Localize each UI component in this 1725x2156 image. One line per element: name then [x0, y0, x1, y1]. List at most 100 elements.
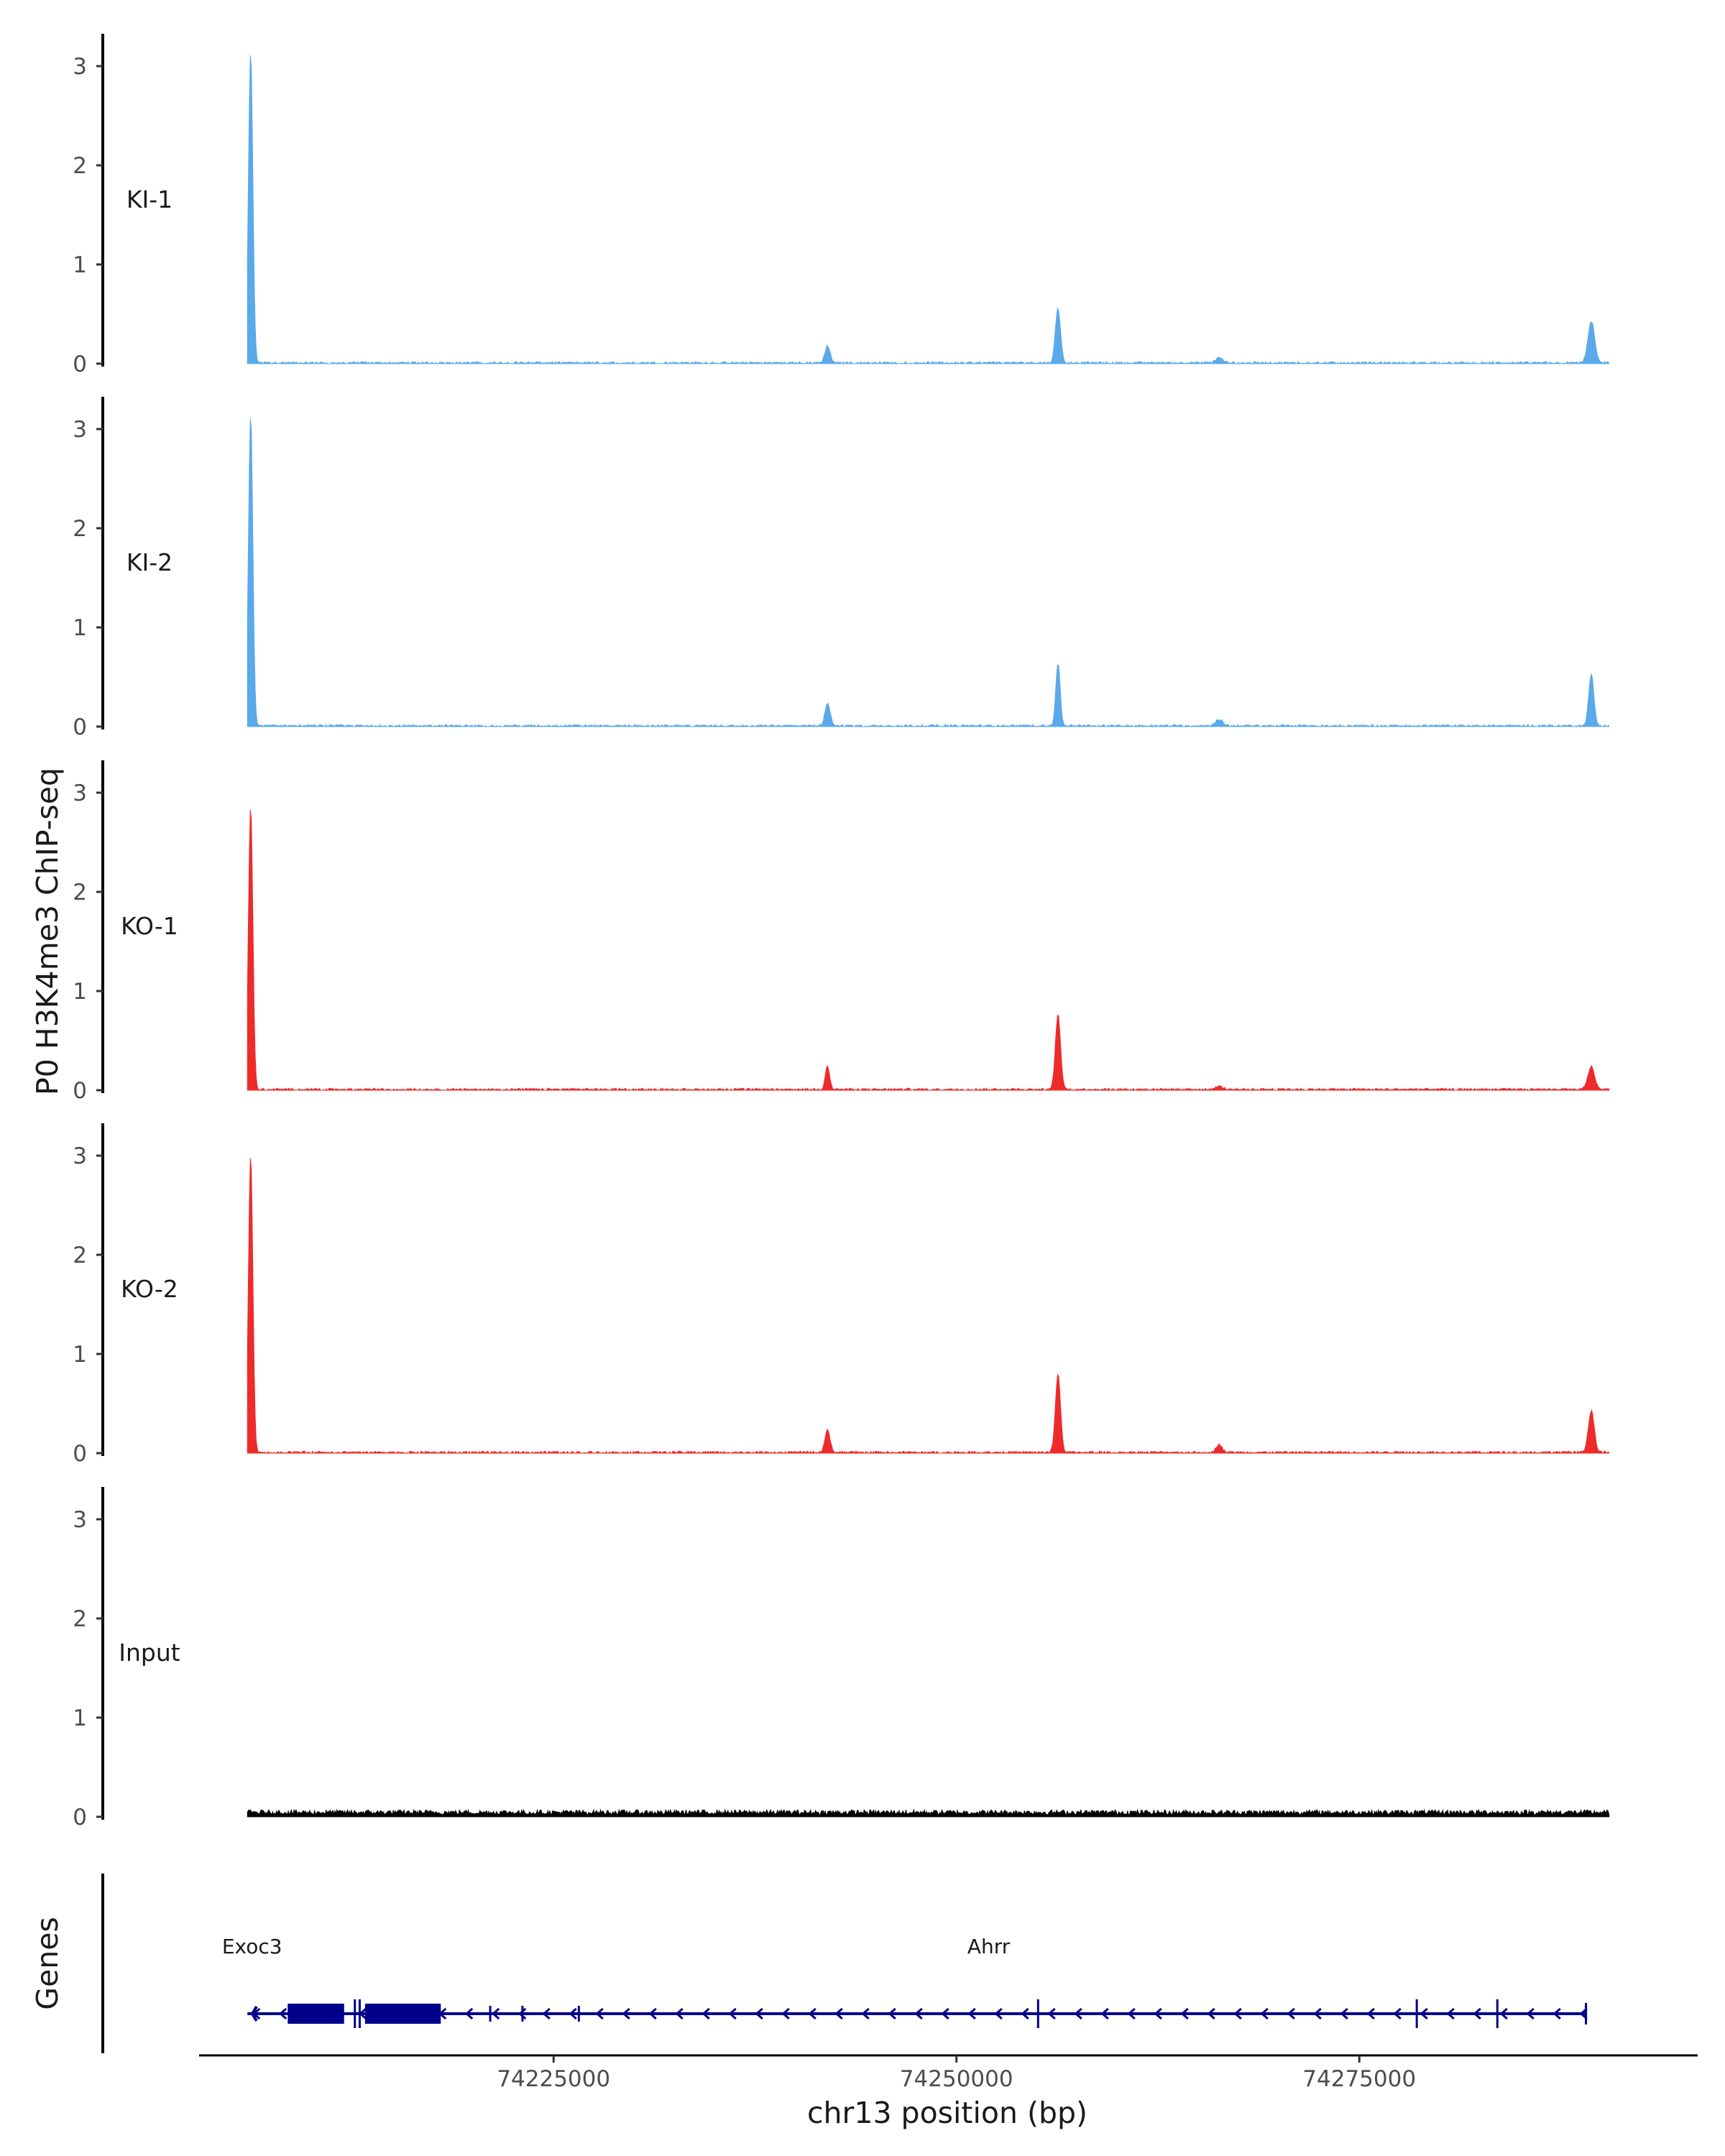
strand-arrow — [1473, 2007, 1481, 2020]
strand-arrow — [1260, 2007, 1269, 2020]
strand-arrow — [1180, 2007, 1189, 2020]
strand-arrow — [542, 2007, 551, 2020]
strand-arrow — [675, 2007, 684, 2020]
strand-arrow — [569, 2007, 577, 2020]
coverage-area-ko-1 — [247, 809, 1610, 1092]
track-ki-1: 0 1 2 3 KI-1 — [73, 34, 1610, 377]
y-tick-label: 2 — [73, 1606, 87, 1632]
gene-exon — [364, 2004, 441, 2024]
strand-arrow — [1552, 2007, 1561, 2020]
y-tick-label: 3 — [73, 780, 87, 806]
strand-arrow — [702, 2007, 710, 2020]
x-axis-ticks: 74225000 74250000 74275000 — [497, 2055, 1416, 2092]
strand-arrow — [1127, 2007, 1136, 2020]
strand-arrow — [464, 2007, 474, 2020]
y-tick-label: 0 — [73, 1805, 87, 1830]
strand-arrow — [1420, 2007, 1428, 2020]
gene-exon — [577, 2006, 580, 2022]
strand-arrow — [914, 2007, 923, 2020]
strand-arrow — [622, 2007, 630, 2020]
track-label-ko-1: KO-1 — [121, 912, 178, 940]
strand-arrow — [1154, 2007, 1162, 2020]
track-ki-2: 0 1 2 3 KI-2 — [73, 397, 1610, 740]
strand-arrow — [1393, 2007, 1402, 2020]
strand-arrow — [1100, 2007, 1109, 2020]
strand-arrow — [1526, 2007, 1535, 2020]
strand-arrow — [491, 2007, 500, 2020]
y-tick-label: 0 — [73, 1441, 87, 1467]
strand-arrow — [941, 2007, 949, 2020]
strand-arrow — [1340, 2007, 1348, 2020]
track-input: 0 1 2 3 Input — [73, 1487, 1610, 1830]
strand-arrow — [1287, 2007, 1295, 2020]
track-label-ki-2: KI-2 — [126, 548, 172, 576]
x-axis-title: chr13 position (bp) — [807, 2096, 1087, 2130]
y-tick-label: 2 — [73, 153, 87, 179]
y-tick-label: 3 — [73, 417, 87, 443]
y-tick-label: 1 — [73, 615, 87, 641]
y-tick-label: 2 — [73, 880, 87, 906]
strand-arrow — [781, 2007, 790, 2020]
strand-arrow — [808, 2007, 816, 2020]
gene-exon — [1496, 1999, 1499, 2028]
y-tick-label: 2 — [73, 1243, 87, 1268]
gene-exon — [288, 2004, 344, 2024]
y-tick-label: 3 — [73, 1143, 87, 1169]
strand-arrow — [278, 2007, 288, 2020]
track-ko-1: 0 1 2 3 KO-1 — [73, 760, 1610, 1104]
genes-panel: Exoc3 Ahrr — [101, 1874, 1588, 2053]
coverage-area-ki-1 — [247, 55, 1610, 365]
strand-arrow — [1313, 2007, 1322, 2020]
gene-exon — [521, 2006, 524, 2022]
strand-arrow — [861, 2007, 870, 2020]
strand-arrow — [834, 2007, 843, 2020]
strand-arrow — [595, 2007, 604, 2020]
strand-arrow — [1446, 2007, 1455, 2020]
y-tick-label: 1 — [73, 252, 87, 278]
strand-arrow — [1021, 2007, 1029, 2020]
strand-arrow — [994, 2007, 1003, 2020]
track-label-ki-1: KI-1 — [126, 185, 172, 213]
x-axis: 74225000 74250000 74275000 — [199, 2054, 1698, 2092]
strand-arrow — [1207, 2007, 1215, 2020]
track-ko-2: 0 1 2 3 KO-2 — [73, 1123, 1610, 1467]
strand-arrow — [1499, 2007, 1508, 2020]
coverage-area-ki-2 — [247, 418, 1610, 728]
strand-arrow — [1366, 2007, 1375, 2020]
y-tick-label: 2 — [73, 516, 87, 542]
strand-arrow — [1074, 2007, 1082, 2020]
gene-exon — [1415, 1999, 1418, 2028]
gene-exon — [1036, 1999, 1039, 2028]
gene-label-exoc3: Exoc3 — [222, 1935, 282, 1958]
gene-exon — [358, 1999, 361, 2028]
strand-arrow — [1233, 2007, 1242, 2020]
gene-exon — [1585, 2003, 1588, 2024]
strand-arrow — [728, 2007, 737, 2020]
y-tick-label: 3 — [73, 54, 87, 80]
strand-arrow — [518, 2007, 527, 2020]
y-axis-title: P0 H3K4me3 ChIP-seq — [30, 768, 65, 1095]
y-tick-label: 0 — [73, 1078, 87, 1104]
y-tick-label: 1 — [73, 1705, 87, 1731]
genes-axis-title: Genes — [30, 1917, 65, 2010]
tracks-group: 0 1 2 3 KI-1 0 1 2 3 KI-2 0 1 2 3 KO-1 0 1 2 3 KO-2 0 1 2 3 Inpu… — [73, 34, 1610, 1830]
strand-arrow — [648, 2007, 657, 2020]
gene-models: Exoc3 Ahrr — [222, 1935, 1588, 2028]
y-tick-label: 1 — [73, 1342, 87, 1368]
x-tick-label: 74250000 — [900, 2066, 1013, 2092]
gene-ahrr: Ahrr — [537, 1935, 1588, 2020]
gene-label-ahrr: Ahrr — [967, 1935, 1011, 1958]
strand-arrow — [1047, 2007, 1056, 2020]
track-label-ko-2: KO-2 — [121, 1275, 178, 1303]
gene-exon — [489, 2006, 492, 2022]
y-tick-label: 3 — [73, 1507, 87, 1533]
y-tick-label: 1 — [73, 979, 87, 1005]
y-tick-label: 0 — [73, 351, 87, 377]
strand-arrow — [967, 2007, 976, 2020]
coverage-area-ko-2 — [247, 1158, 1610, 1455]
x-tick-label: 74225000 — [497, 2066, 610, 2092]
strand-arrow — [888, 2007, 896, 2020]
x-tick-label: 74275000 — [1302, 2066, 1416, 2092]
y-tick-label: 0 — [73, 714, 87, 740]
